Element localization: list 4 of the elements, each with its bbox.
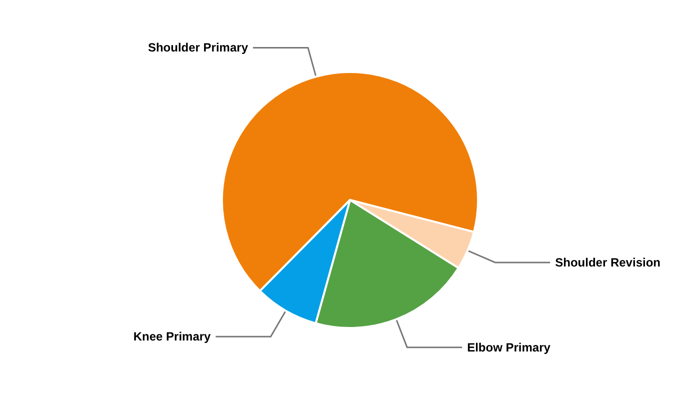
slice-label: Elbow Primary: [467, 340, 551, 354]
slice-label: Shoulder Revision: [555, 255, 660, 270]
slice-label: Knee Primary: [133, 330, 212, 344]
slice-label: Shoulder Primary: [148, 40, 248, 55]
